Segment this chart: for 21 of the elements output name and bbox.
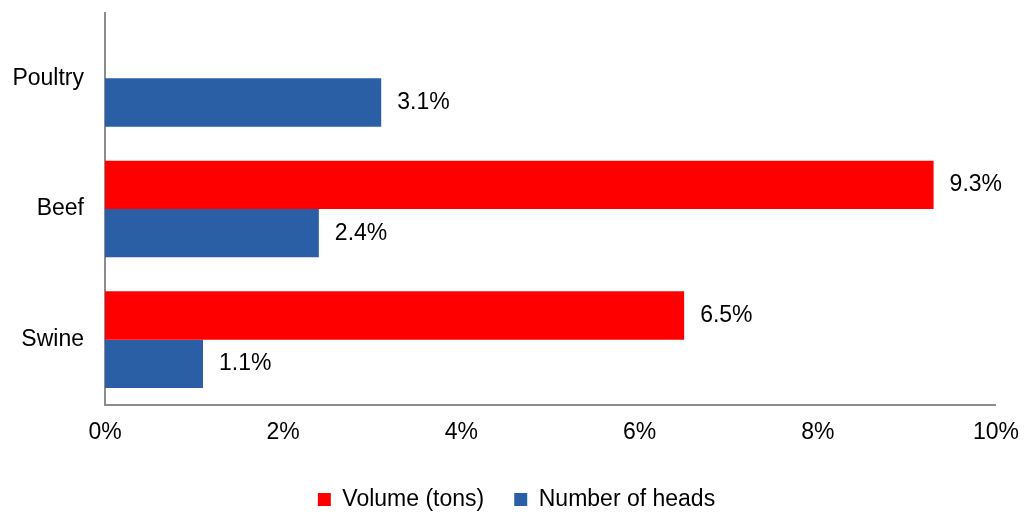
legend-label: Number of heads	[538, 484, 716, 511]
data-label: 3.1%	[397, 87, 450, 114]
data-label: 1.1%	[219, 349, 272, 376]
data-label: 9.3%	[949, 170, 1003, 197]
bar	[105, 339, 204, 389]
x-tick-label: 6%	[622, 418, 657, 445]
x-tick-label: 0%	[88, 418, 122, 445]
data-label: 2.4%	[334, 218, 388, 245]
x-tick-label: 2%	[266, 418, 300, 445]
y-tick-label: Beef	[36, 194, 85, 221]
legend-label: Volume (tons)	[342, 484, 485, 511]
data-label: 6.5%	[700, 300, 753, 327]
bar	[105, 209, 319, 258]
bar	[105, 78, 382, 127]
y-tick-label: Swine	[21, 325, 84, 352]
bar	[105, 160, 934, 209]
y-tick-label: Poultry	[12, 63, 85, 90]
x-tick-label: 10%	[972, 418, 1020, 445]
x-tick-label: 8%	[801, 418, 835, 445]
bar	[105, 291, 685, 340]
x-tick-label: 4%	[444, 418, 479, 445]
